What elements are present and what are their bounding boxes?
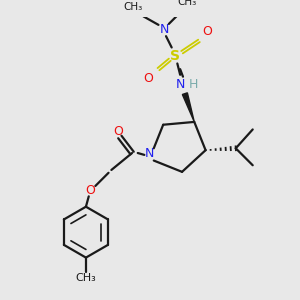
Text: O: O xyxy=(143,72,153,85)
Text: O: O xyxy=(113,125,123,138)
Text: O: O xyxy=(202,25,212,38)
Text: N: N xyxy=(144,147,154,161)
Text: H: H xyxy=(189,78,198,91)
Text: S: S xyxy=(170,49,180,63)
Text: O: O xyxy=(86,184,96,197)
Text: CH₃: CH₃ xyxy=(123,2,143,12)
Polygon shape xyxy=(182,93,194,122)
Text: N: N xyxy=(176,78,185,91)
Text: CH₃: CH₃ xyxy=(76,273,96,283)
Text: CH₃: CH₃ xyxy=(177,0,197,7)
Text: N: N xyxy=(159,23,169,36)
